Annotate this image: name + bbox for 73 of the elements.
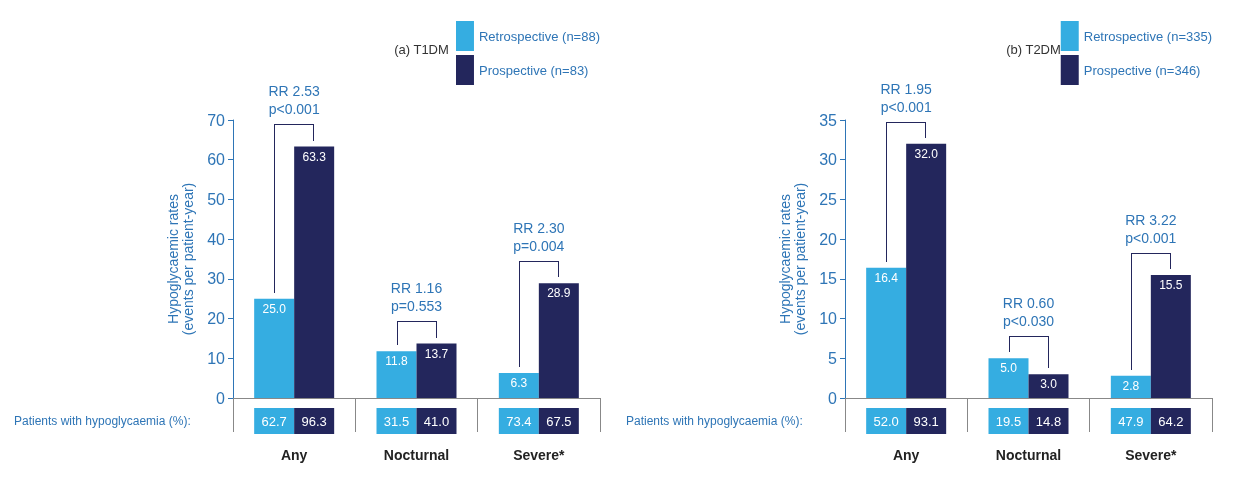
y-tick-label: 50 — [207, 190, 226, 208]
y-tick-label: 20 — [819, 230, 838, 248]
y-tick-label: 30 — [819, 151, 838, 169]
y-tick-label: 35 — [819, 111, 838, 129]
text: 47.9 — [1118, 413, 1144, 429]
bar — [254, 298, 295, 398]
text: 67.5 — [546, 413, 572, 429]
legend-label: Prospective (n=83) — [478, 62, 589, 78]
text: 41.0 — [423, 413, 450, 429]
annotation: RR 2.30 p=0.004 — [513, 219, 565, 254]
y-axis-title: Hypoglycaemic rates (events per patient-year) — [164, 182, 196, 336]
text: 52.0 — [873, 413, 899, 429]
x-tick-label: Nocturnal — [995, 447, 1062, 463]
legend-label: Retrospective (n=88) — [478, 28, 600, 44]
bar — [538, 283, 579, 398]
data-label: 25.0 — [262, 301, 287, 316]
x-tick-label: Severe* — [1125, 447, 1178, 463]
annotation: RR 1.16 p=0.553 — [390, 280, 443, 315]
text: 31.5 — [383, 413, 410, 429]
data-label: 15.5 — [1159, 277, 1183, 292]
text: 96.3 — [301, 413, 327, 429]
x-tick-label: Severe* — [513, 447, 566, 463]
annotation: RR 3.22 p<0.001 — [1125, 211, 1177, 246]
bar — [1150, 274, 1191, 398]
bar — [866, 267, 907, 398]
bar — [498, 372, 539, 398]
y-tick-label: 10 — [819, 310, 838, 328]
y-tick-label: 25 — [819, 190, 838, 208]
y-tick-label: 15 — [819, 270, 838, 288]
data-label: 13.7 — [424, 346, 449, 361]
bar — [1028, 374, 1069, 398]
data-label: 16.4 — [874, 270, 899, 285]
data-label: 11.8 — [385, 354, 409, 369]
y-tick-label: 0 — [216, 389, 226, 407]
legend-label: Retrospective (n=335) — [1083, 28, 1212, 44]
annotation: RR 0.60 p<0.030 — [1002, 295, 1055, 330]
x-tick-label: Any — [280, 447, 308, 463]
y-tick-label: 40 — [207, 230, 226, 248]
x-tick-label: Any — [892, 447, 920, 463]
data-label: 3.0 — [1040, 377, 1058, 392]
bar — [416, 343, 457, 398]
y-tick-label: 5 — [828, 349, 838, 367]
text: 64.2 — [1158, 413, 1184, 429]
y-tick-label: 20 — [207, 310, 226, 328]
x-tick-label: Nocturnal — [383, 447, 450, 463]
legend-label: Prospective (n=346) — [1083, 62, 1201, 78]
data-label: 5.0 — [1000, 361, 1018, 376]
y-tick-label: 60 — [207, 151, 226, 169]
annotation: RR 2.53 p<0.001 — [268, 83, 321, 118]
data-label: 63.3 — [302, 149, 327, 164]
data-label: 2.8 — [1122, 378, 1140, 393]
bar — [376, 351, 417, 398]
y-tick-label: 70 — [207, 111, 226, 129]
data-label: 6.3 — [510, 375, 528, 390]
data-label: 28.9 — [547, 286, 571, 301]
text: Patients with hypoglycaemia (%): — [626, 414, 803, 428]
chart-title: (b) T2DM — [1006, 42, 1061, 57]
bar — [906, 143, 947, 398]
y-tick-label: 0 — [828, 389, 838, 407]
annotation: RR 1.95 p<0.001 — [880, 80, 933, 115]
text: 93.1 — [913, 413, 939, 429]
text: 19.5 — [995, 413, 1022, 429]
text: 14.8 — [1035, 413, 1062, 429]
y-tick-label: 10 — [207, 349, 226, 367]
bar — [294, 146, 335, 398]
y-tick-label: 30 — [207, 270, 226, 288]
bar — [988, 358, 1029, 398]
data-label: 32.0 — [914, 146, 939, 161]
y-axis-title: Hypoglycaemic rates (events per patient-year) — [776, 182, 808, 336]
text: Patients with hypoglycaemia (%): — [14, 414, 191, 428]
text: 73.4 — [506, 413, 532, 429]
text: 62.7 — [261, 413, 287, 429]
chart-title: (a) T1DM — [394, 42, 449, 57]
